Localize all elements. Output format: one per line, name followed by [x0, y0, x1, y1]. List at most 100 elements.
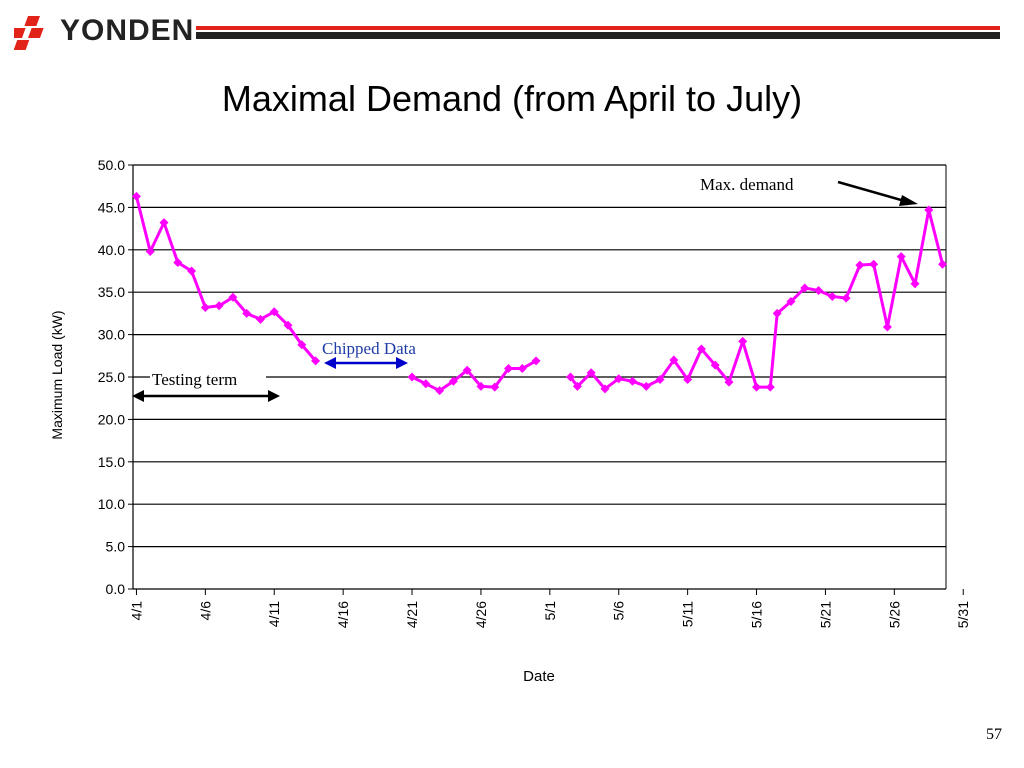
testing-term-label-bg	[150, 368, 266, 388]
data-point	[765, 382, 775, 392]
y-axis-label: Maximum Load (kW)	[49, 310, 65, 439]
grid-lines	[132, 164, 947, 590]
data-point	[187, 266, 197, 276]
data-point	[214, 301, 224, 311]
data-point	[255, 314, 265, 324]
x-axis-ticks: 4/1 4/6 4/11 4/16 4/21 4/26 5/1 5/6 5/11 5/16 5/21…	[128, 589, 971, 628]
data-point	[641, 381, 651, 391]
data-point	[938, 259, 948, 269]
chipped-data-arrowhead-left	[324, 357, 336, 369]
data-point	[882, 322, 892, 332]
series-segment	[569, 209, 945, 391]
page-number: 57	[986, 726, 1002, 743]
y-tick-label: 45.0	[98, 199, 125, 215]
data-point	[710, 360, 720, 370]
data-point	[131, 191, 141, 201]
data-point	[841, 293, 851, 303]
data-point	[159, 218, 169, 228]
x-tick-label: 5/26	[886, 601, 902, 628]
page-title: Maximal Demand (from April to July)	[221, 78, 803, 119]
data-point	[490, 382, 500, 392]
y-tick-label: 50.0	[98, 157, 125, 173]
data-point	[738, 336, 748, 346]
data-point	[827, 291, 837, 301]
x-tick-label: 4/16	[335, 601, 351, 628]
data-point	[407, 372, 417, 382]
header: YONDEN	[0, 0, 1024, 60]
data-point	[772, 308, 782, 318]
data-point	[669, 355, 679, 365]
x-tick-label: 4/26	[473, 601, 489, 628]
data-point	[200, 302, 210, 312]
data-point	[311, 356, 321, 366]
data-point	[283, 320, 293, 330]
data-point	[228, 292, 238, 302]
yonden-logo-icon	[14, 16, 44, 50]
x-tick-label: 4/21	[404, 601, 420, 628]
series-points	[131, 191, 948, 396]
data-point	[724, 377, 734, 387]
data-point	[683, 375, 693, 385]
y-tick-label: 20.0	[98, 411, 125, 427]
data-point	[269, 307, 279, 317]
data-point	[910, 279, 920, 289]
data-point	[855, 260, 865, 270]
y-tick-label: 25.0	[98, 369, 125, 385]
series-segment	[134, 196, 317, 362]
line-chart: 0.0 5.0 10.0 15.0 20.0 25.0 30.0 35.0 40.0 45.0 50…	[49, 157, 971, 685]
data-point	[421, 379, 431, 389]
data-point	[800, 283, 810, 293]
x-axis-label: Date	[523, 668, 555, 685]
x-tick-label: 4/6	[197, 601, 213, 621]
data-point	[435, 386, 445, 396]
x-tick-label: 5/21	[817, 601, 833, 628]
data-point	[814, 286, 824, 296]
data-point	[448, 376, 458, 386]
x-tick-label: 5/11	[680, 601, 696, 627]
chipped-data-arrowhead-right	[396, 357, 408, 369]
x-tick-label: 5/16	[749, 601, 765, 628]
y-tick-label: 35.0	[98, 284, 125, 300]
y-tick-label: 15.0	[98, 454, 125, 470]
header-rule-red	[196, 26, 1000, 30]
data-point	[503, 364, 513, 374]
data-point	[462, 365, 472, 375]
data-point	[476, 381, 486, 391]
data-point	[173, 258, 183, 268]
max-demand-arrowhead	[899, 195, 918, 206]
header-rule-dark	[196, 32, 1000, 39]
data-point	[786, 297, 796, 307]
data-point	[566, 372, 576, 382]
x-tick-label: 4/1	[128, 601, 144, 621]
x-tick-label: 5/6	[611, 601, 627, 621]
data-point	[655, 375, 665, 385]
y-tick-label: 0.0	[106, 581, 126, 597]
y-tick-label: 30.0	[98, 327, 125, 343]
y-tick-label: 5.0	[106, 539, 126, 555]
x-tick-label: 5/1	[542, 601, 558, 621]
data-point	[572, 381, 582, 391]
testing-term-arrowhead-right	[268, 390, 280, 402]
data-point	[600, 384, 610, 394]
data-point	[297, 340, 307, 350]
data-point	[517, 364, 527, 374]
data-point	[145, 246, 155, 256]
series-segment	[411, 359, 537, 393]
logo-text: YONDEN	[60, 14, 195, 47]
max-demand-arrow	[837, 180, 909, 204]
y-axis-ticks: 0.0 5.0 10.0 15.0 20.0 25.0 30.0 35.0 40.0 45.0 50…	[98, 157, 133, 597]
data-point	[924, 205, 934, 215]
data-point	[869, 259, 879, 269]
x-tick-label: 4/11	[266, 601, 282, 627]
y-tick-label: 40.0	[98, 242, 125, 258]
data-point	[586, 368, 596, 378]
x-tick-label: 5/31	[955, 601, 971, 628]
testing-term-arrowhead-left	[132, 390, 144, 402]
data-point	[614, 374, 624, 384]
data-point	[242, 308, 252, 318]
data-point	[628, 376, 638, 386]
y-tick-label: 10.0	[98, 496, 125, 512]
max-demand-label: Max. demand	[700, 175, 794, 194]
data-point	[531, 356, 541, 366]
data-point	[696, 344, 706, 354]
